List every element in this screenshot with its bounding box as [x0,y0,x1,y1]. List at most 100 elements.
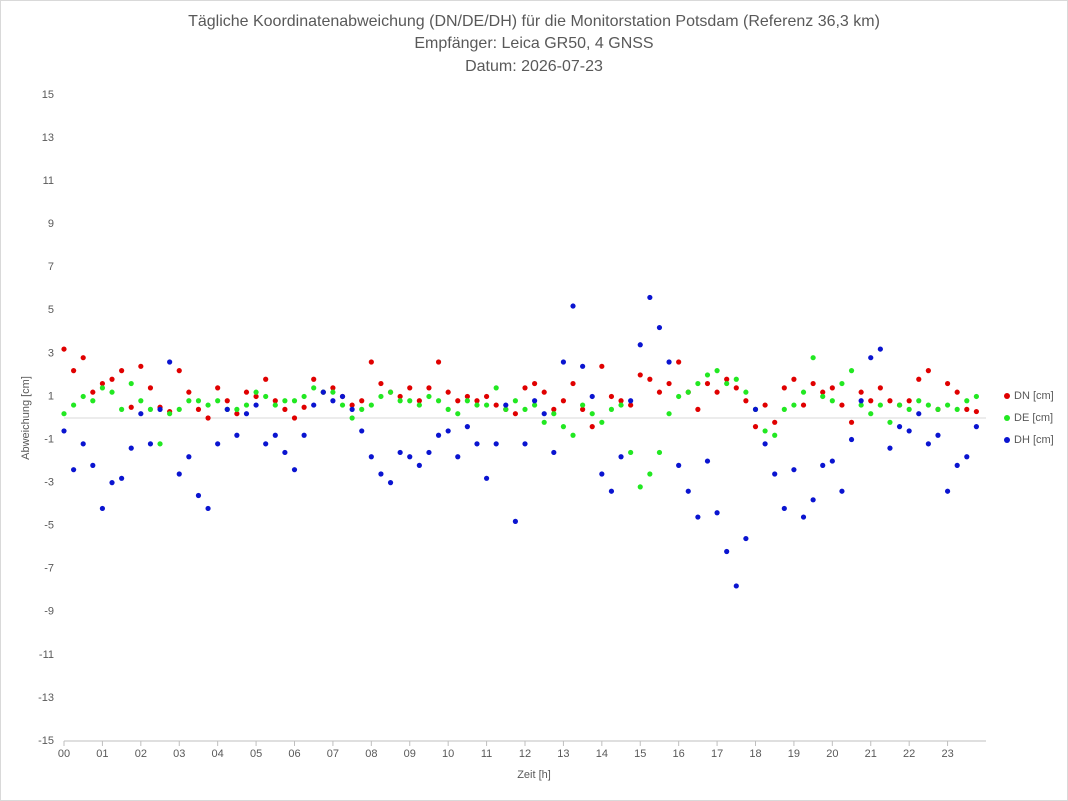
y-tick-label: 9 [48,218,54,230]
y-tick-label: 1 [48,390,54,402]
data-point [848,436,855,443]
data-point [215,385,221,391]
data-point [570,303,576,309]
data-point [685,488,691,494]
data-point [138,363,144,369]
x-tick-label: 22 [903,748,915,760]
data-point [733,376,739,382]
data-point [704,380,711,387]
data-point [349,406,355,412]
data-point [781,406,787,412]
data-point [560,424,567,430]
data-point [762,428,768,434]
data-point [282,449,288,456]
data-point [772,419,778,425]
x-tick-label: 06 [288,748,300,760]
data-point [61,411,67,417]
data-point [378,393,384,400]
data-point [109,480,115,486]
data-point [493,385,499,391]
y-tick-label: -11 [39,649,54,661]
data-point [512,398,518,404]
data-point [925,402,931,408]
data-point [445,406,451,412]
x-tick-label: 16 [673,748,685,760]
data-point [474,402,480,408]
data-point [695,380,701,387]
data-point [973,424,979,430]
data-point [695,514,701,520]
data-point [426,393,432,400]
data-point [387,389,394,395]
data-point [637,372,643,378]
data-point [887,445,893,451]
x-tick-label: 05 [250,748,262,760]
data-point [839,380,845,387]
data-point [810,380,816,387]
data-point [119,475,125,481]
legend-marker [1004,437,1010,443]
data-point [205,505,211,512]
data-point [407,385,413,391]
data-point [426,449,432,456]
data-point [829,458,835,464]
data-point [733,583,739,589]
data-point [954,462,960,468]
data-point [435,432,442,438]
data-point [272,432,278,438]
x-tick-label: 23 [941,748,953,760]
data-point [887,398,893,404]
data-point [589,424,595,430]
data-point [868,398,874,404]
data-point [724,548,730,555]
x-tick-label: 21 [865,748,877,760]
data-point [685,389,691,395]
x-tick-label: 09 [404,748,416,760]
y-tick-label: -7 [44,563,54,575]
data-point [167,411,173,417]
data-point [205,402,211,408]
data-point [896,402,903,408]
data-point [291,415,298,421]
data-point [263,376,269,382]
data-point [618,454,624,460]
x-tick-label: 14 [596,748,608,760]
data-point [628,402,634,408]
data-point [522,441,528,447]
data-point [119,368,125,374]
data-point [560,398,567,404]
data-point [925,441,931,447]
data-point [311,385,317,391]
data-point [964,406,970,412]
data-point [445,428,451,434]
data-point [666,411,672,417]
data-point [359,428,365,434]
data-point [935,432,941,438]
data-point [877,346,883,352]
data-point [234,432,240,438]
data-point [99,505,106,512]
legend-label: DH [cm] [1014,434,1054,446]
data-point [455,411,461,417]
data-point [916,411,922,417]
data-point [349,402,355,408]
data-point [493,441,499,447]
data-point [829,398,835,404]
data-point [128,380,134,387]
data-point [532,402,538,408]
data-point [503,402,509,408]
data-point [877,402,883,408]
data-point [253,393,259,400]
data-point [791,402,797,408]
data-point [464,393,470,400]
data-point [464,424,470,430]
data-point [416,462,422,468]
data-point [320,389,326,395]
data-point [714,510,720,516]
chart-subtitle: Datum: 2026-07-23 [465,58,603,75]
data-point [176,368,182,374]
data-point [176,406,182,412]
x-tick-label: 04 [212,748,224,760]
data-point [522,406,528,412]
data-point [954,406,960,412]
